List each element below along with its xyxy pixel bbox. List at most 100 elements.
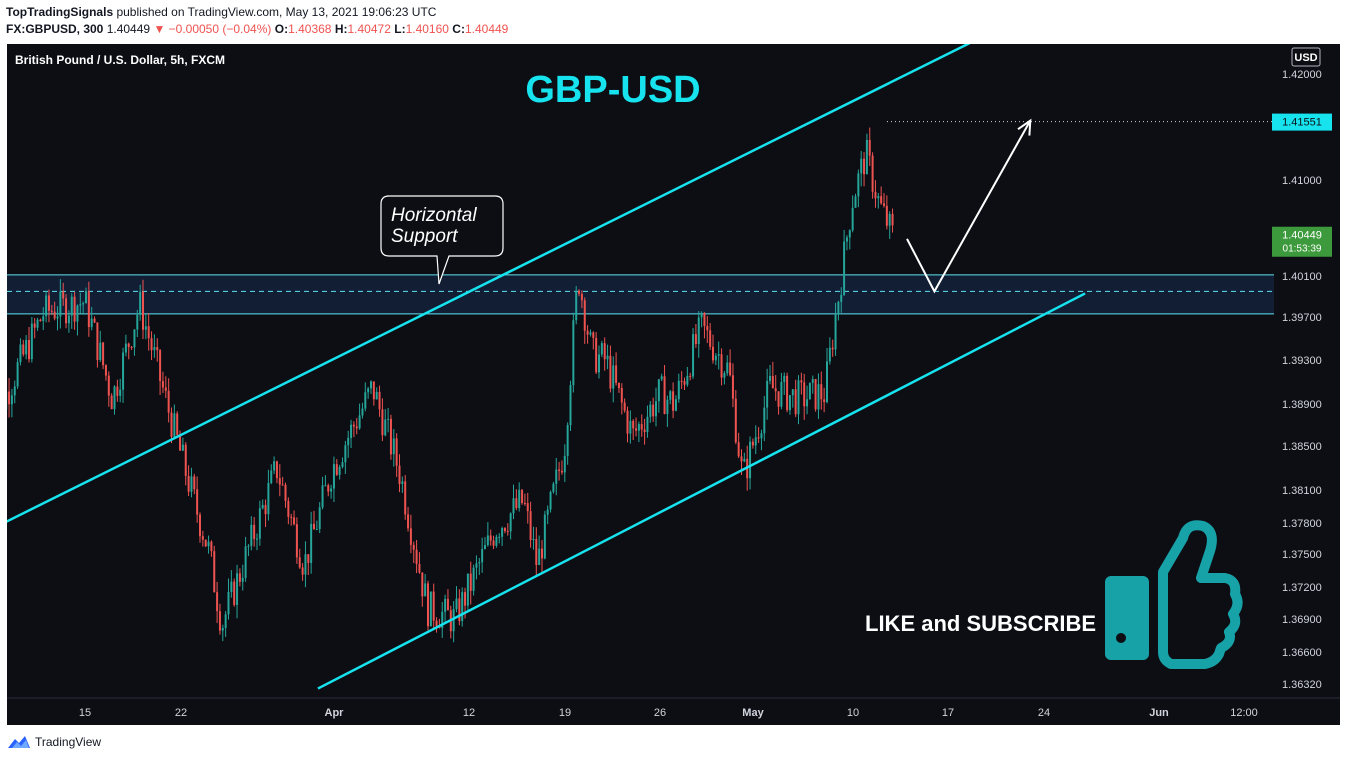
candle [278,464,281,497]
candle [275,460,278,484]
candle [335,459,338,477]
candle [523,493,526,506]
candle [230,570,233,598]
candle [179,430,182,451]
candle [598,345,600,379]
candle [150,331,153,361]
candle [723,371,726,385]
candle [281,476,284,486]
candle-body [723,373,726,378]
candle-body [173,413,176,437]
candle [663,364,666,415]
candle [136,309,139,338]
trendline-lower-channel [317,292,1086,690]
candle-body [261,504,264,509]
candle-body [104,365,107,376]
candle-body [275,461,278,479]
candle-body [837,301,840,315]
candle-body [626,410,629,434]
candle-body [575,290,578,321]
candle [774,375,777,401]
candle-body [486,535,489,546]
candle-body [401,481,404,484]
candle-body [800,380,803,383]
candle-body [555,469,558,484]
trendlines[interactable] [7,44,1086,690]
candle-body [318,507,321,530]
candle [207,535,210,554]
footer-brand[interactable]: TradingView [35,735,102,749]
candle [30,317,33,363]
candle [147,312,150,351]
time-tick-label: 17 [942,707,954,719]
price-marker-box [1272,113,1332,131]
candle [65,294,68,329]
candle [626,406,629,443]
candle [560,460,563,475]
candle-body [749,441,752,479]
candle [10,388,13,418]
candle [615,352,618,386]
candle [589,329,592,337]
candle [441,601,444,638]
candle-body [498,536,501,538]
tradingview-logo-icon [8,736,30,748]
candle [629,410,632,444]
chart-panel[interactable]: USD1.420001.410001.405001.401001.397001.… [7,44,1340,725]
candle [817,373,820,419]
candle [127,342,130,360]
candle-body [751,441,754,446]
time-tick-label: 15 [79,707,91,719]
candle-body [791,389,794,396]
candle [161,371,164,394]
candle [273,456,276,475]
candle [256,533,258,551]
candle [469,561,472,605]
candle [797,375,800,425]
candle-body [193,476,196,490]
candle [885,195,888,230]
publisher-name[interactable]: TopTradingSignals [6,5,114,19]
candle-body [828,347,831,362]
candle [218,603,221,635]
candle-body [686,375,689,385]
candle [486,522,489,547]
candle [481,537,484,573]
candle [834,302,837,356]
time-axis[interactable]: 15 22 Apr 12 19 26 May 10 17 24 Jun 12:00 [7,697,1340,719]
price-axis[interactable]: USD1.420001.410001.405001.401001.397001.… [1272,47,1332,691]
candle [800,372,803,395]
candle [521,488,524,505]
candle [310,511,313,574]
candle [646,405,649,438]
candle [301,563,304,581]
candle-body [552,483,555,492]
candle [370,380,372,395]
candle-body [427,583,429,627]
candle [660,373,663,382]
candle-body [73,296,76,322]
candle-body [201,536,204,540]
candle [90,307,93,331]
candle-body [757,437,760,439]
candle-body [119,389,122,396]
candle [284,482,287,508]
candle-body [398,465,401,484]
candle-body [860,158,863,174]
price-chart[interactable]: USD1.420001.410001.405001.401001.397001.… [7,44,1340,725]
candle [814,378,817,412]
candle [429,591,432,627]
candle-body [298,557,301,568]
candle [352,421,355,438]
candle [555,457,558,496]
time-tick-label: 22 [175,707,187,719]
candle-body [47,295,50,311]
candle-body [13,386,16,396]
candle-body [461,592,464,622]
candle [76,304,79,336]
candle-body [843,241,846,296]
candle [110,393,113,410]
candle-body [347,437,350,446]
candle [763,396,766,442]
projection-path[interactable] [906,118,1032,294]
